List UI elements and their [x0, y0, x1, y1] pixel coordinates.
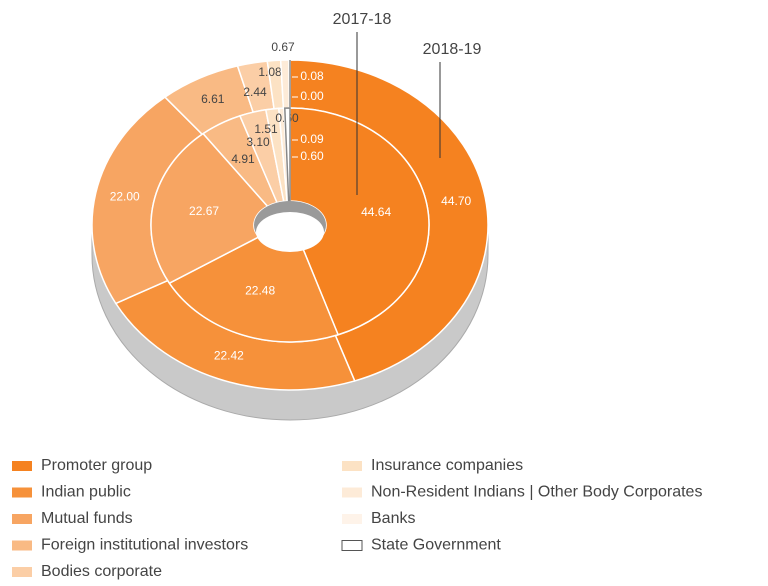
data-label: 0.67	[271, 40, 295, 54]
legend-label: Mutual funds	[41, 510, 133, 527]
legend-label: Insurance companies	[371, 457, 523, 474]
legend-label: Indian public	[41, 484, 131, 501]
legend-label: Foreign institutional investors	[41, 537, 248, 554]
data-label: 1.08	[258, 65, 282, 79]
legend-swatch	[12, 540, 32, 551]
legend-label: Bodies corporate	[41, 563, 162, 580]
legend-swatch	[342, 487, 362, 498]
data-label: 44.64	[361, 205, 391, 219]
data-label: 4.91	[231, 152, 255, 166]
data-label: 22.48	[245, 283, 275, 297]
legend-swatch	[12, 487, 32, 498]
series-label: 2017-18	[333, 11, 392, 28]
hole-inner	[256, 212, 324, 252]
legend-label: Banks	[371, 510, 415, 527]
legend-label: State Government	[371, 537, 501, 554]
series-label: 2018-19	[423, 41, 482, 58]
data-label: 44.70	[441, 194, 471, 208]
data-label: 6.61	[201, 92, 225, 106]
data-label: 0.09	[300, 132, 324, 146]
data-label: 0.00	[300, 89, 324, 103]
data-label: 1.51	[254, 122, 278, 136]
legend-swatch	[342, 461, 362, 471]
data-label: 0.60	[300, 149, 324, 163]
legend-swatch	[12, 567, 32, 577]
legend-swatch	[12, 514, 32, 524]
legend-swatch	[12, 461, 32, 471]
data-label: 22.42	[214, 349, 244, 363]
legend-label: Promoter group	[41, 457, 152, 474]
data-label: 22.67	[189, 204, 219, 218]
legend-label: Non-Resident Indians | Other Body Corpor…	[371, 484, 702, 501]
data-label: 0.08	[300, 69, 324, 83]
legend-swatch	[341, 540, 363, 551]
legend-swatch	[342, 514, 362, 524]
data-label: 22.00	[110, 190, 140, 204]
data-label: 2.44	[243, 85, 267, 99]
data-label: 3.10	[246, 135, 270, 149]
